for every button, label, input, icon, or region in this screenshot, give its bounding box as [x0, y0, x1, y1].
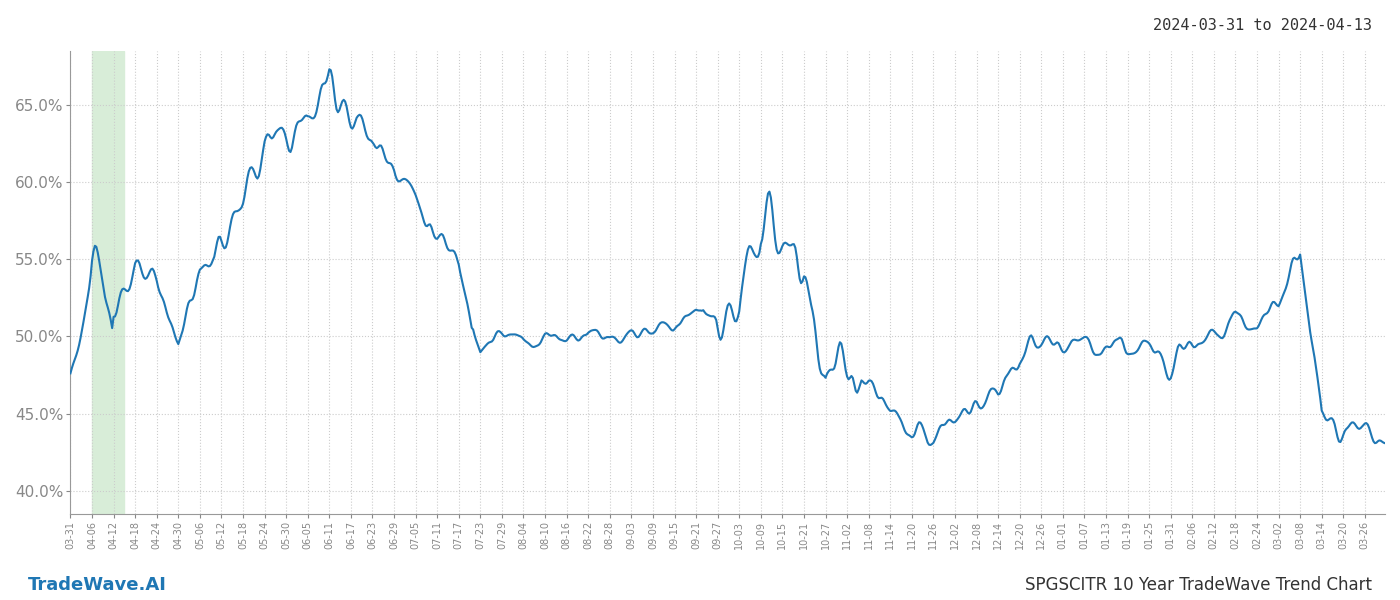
Text: TradeWave.AI: TradeWave.AI — [28, 576, 167, 594]
Text: 2024-03-31 to 2024-04-13: 2024-03-31 to 2024-04-13 — [1154, 18, 1372, 33]
Text: SPGSCITR 10 Year TradeWave Trend Chart: SPGSCITR 10 Year TradeWave Trend Chart — [1025, 576, 1372, 594]
Bar — [92, 51, 125, 514]
